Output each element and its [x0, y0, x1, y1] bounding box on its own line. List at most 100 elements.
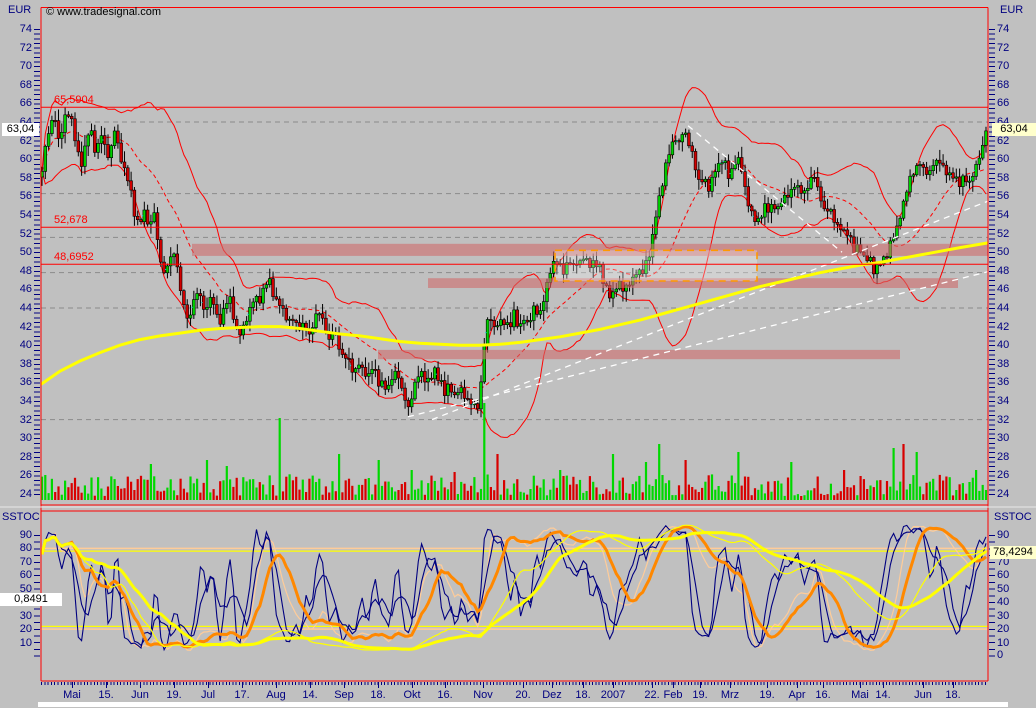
price-tick-label-left: 48 [19, 265, 32, 277]
date-label: 19. [692, 689, 708, 701]
stoch-tick-label-right: 10 [997, 637, 1010, 649]
date-label: Sep [334, 689, 354, 701]
date-major-tick [445, 682, 446, 688]
price-tick-label-left: 26 [19, 469, 32, 481]
price-axis-ticks-right [989, 29, 995, 495]
date-label: 20. [515, 689, 531, 701]
price-tick-label-left: 46 [19, 283, 32, 295]
stoch-tick-label-left: 20 [19, 623, 32, 635]
price-tick-label-right: 34 [997, 395, 1010, 407]
date-label: 18. [370, 689, 386, 701]
price-gridlines [41, 121, 988, 421]
price-tick-label-right: 50 [997, 246, 1010, 258]
stoch-tick-label-left: 50 [19, 583, 32, 595]
price-tick-label-right: 62 [997, 135, 1010, 147]
date-major-tick [673, 682, 674, 688]
date-label: 18. [945, 689, 961, 701]
date-major-tick [823, 682, 824, 688]
date-major-tick [583, 682, 584, 688]
date-label: Jul [200, 689, 216, 701]
date-major-tick [72, 682, 73, 688]
stoch-tick-label-left: 10 [19, 637, 32, 649]
stoch-tick-label-left: 30 [19, 610, 32, 622]
date-major-tick [412, 682, 413, 688]
volume-bars [40, 403, 988, 500]
date-major-tick [378, 682, 379, 688]
price-level-label: 52,678 [54, 214, 88, 226]
date-major-tick [700, 682, 701, 688]
price-tick-label-left: 24 [19, 488, 32, 500]
bollinger-bands [41, 87, 987, 438]
stoch-tick-label-right: 30 [997, 610, 1010, 622]
stoch-value-box-left: 0,8491 [0, 593, 62, 606]
price-tick-label-left: 68 [19, 79, 32, 91]
price-tick-label-left: 62 [19, 135, 32, 147]
date-major-tick [552, 682, 553, 688]
date-major-tick [652, 682, 653, 688]
price-tick-label-right: 40 [997, 339, 1010, 351]
price-levels [41, 106, 988, 265]
date-label: Nov [473, 689, 493, 701]
price-tick-label-right: 38 [997, 358, 1010, 370]
date-label: 19. [759, 689, 775, 701]
price-tick-label-right: 32 [997, 414, 1010, 426]
date-major-tick [310, 682, 311, 688]
date-major-tick [730, 682, 731, 688]
stoch-panel-title-left: SSTOC [2, 511, 40, 523]
stoch-tick-label-right: 90 [997, 529, 1010, 541]
date-label: Mrz [720, 689, 740, 701]
stoch-tick-label-right: 20 [997, 623, 1010, 635]
currency-label-left: EUR [8, 4, 32, 16]
candlesticks [40, 107, 988, 418]
date-label: 16. [815, 689, 831, 701]
date-axis-ticks [41, 682, 988, 685]
date-major-tick [106, 682, 107, 688]
price-tick-label-left: 52 [19, 228, 32, 240]
horizontal-scrollbar[interactable] [38, 702, 1008, 707]
price-tick-label-left: 56 [19, 190, 32, 202]
currency-label-right: EUR [1000, 4, 1024, 16]
stoch-axis-ticks-right [989, 535, 995, 657]
stoch-tick-label-left: 70 [19, 556, 32, 568]
price-level-label: 65,5904 [54, 94, 94, 106]
date-major-tick [883, 682, 884, 688]
date-major-tick [923, 682, 924, 688]
price-level-label: 48,6952 [54, 251, 94, 263]
current-price-box-right: 63,04 [992, 123, 1036, 136]
price-tick-label-right: 24 [997, 488, 1010, 500]
stoch-tick-label-left: 90 [19, 529, 32, 541]
date-major-tick [523, 682, 524, 688]
price-tick-label-right: 26 [997, 469, 1010, 481]
price-tick-label-left: 36 [19, 376, 32, 388]
date-major-tick [953, 682, 954, 688]
price-tick-label-right: 72 [997, 42, 1010, 54]
date-major-tick [140, 682, 141, 688]
date-label: Apr [788, 689, 806, 701]
price-tick-label-right: 30 [997, 432, 1010, 444]
price-tick-label-right: 52 [997, 228, 1010, 240]
support-resistance-zones [192, 243, 988, 360]
date-label: 22. [644, 689, 660, 701]
stoch-panel-title-right: SSTOC [994, 511, 1032, 523]
stoch-tick-label-right: 0 [997, 649, 1004, 661]
date-label: 14. [875, 689, 891, 701]
price-tick-label-left: 42 [19, 321, 32, 333]
date-label: Aug [266, 689, 286, 701]
price-tick-label-right: 54 [997, 209, 1010, 221]
price-tick-label-right: 58 [997, 172, 1010, 184]
stoch-reference-lines [41, 547, 988, 630]
price-tick-label-left: 40 [19, 339, 32, 351]
date-major-tick [613, 682, 614, 688]
price-tick-label-left: 50 [19, 246, 32, 258]
price-tick-label-right: 66 [997, 97, 1010, 109]
price-tick-label-right: 42 [997, 321, 1010, 333]
price-tick-label-left: 54 [19, 209, 32, 221]
price-tick-label-left: 30 [19, 432, 32, 444]
price-tick-label-right: 74 [997, 23, 1010, 35]
date-major-tick [208, 682, 209, 688]
price-tick-label-right: 28 [997, 451, 1010, 463]
copyright-text: © www.tradesignal.com [46, 6, 162, 18]
moving-average-yellow [40, 241, 989, 386]
date-label: 16. [437, 689, 453, 701]
